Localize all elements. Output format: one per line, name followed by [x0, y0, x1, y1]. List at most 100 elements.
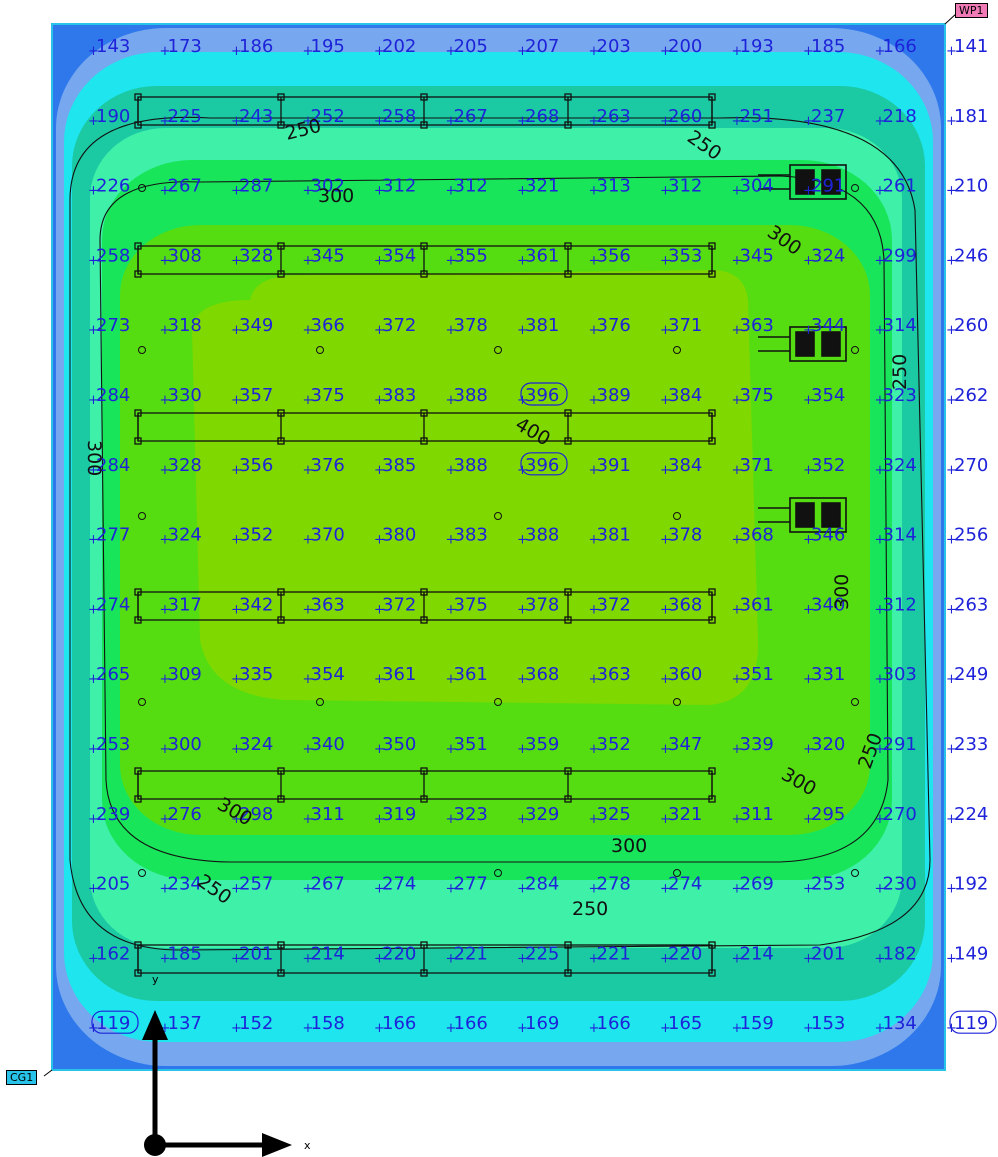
illuminance-value: 134 [883, 1013, 917, 1034]
grid-plus-mark: + [374, 44, 385, 59]
grid-plus-mark: + [589, 114, 600, 129]
calc-point-circle [673, 512, 681, 520]
luminaire-node [277, 616, 285, 624]
contour-label: 300 [318, 185, 354, 207]
y-axis-label: y [152, 973, 159, 986]
illuminance-value: 166 [883, 36, 917, 57]
illuminance-value: 381 [525, 315, 559, 336]
luminaire-node [134, 616, 142, 624]
illuminance-value: 368 [525, 664, 559, 685]
grid-plus-mark: + [231, 742, 242, 757]
illuminance-value: 233 [954, 734, 988, 755]
grid-plus-mark: + [303, 533, 314, 548]
illuminance-value: 354 [311, 664, 345, 685]
grid-plus-mark: + [732, 602, 743, 617]
illuminance-value: 224 [954, 804, 988, 825]
illuminance-value: 143 [96, 36, 130, 57]
grid-plus-mark: + [803, 742, 814, 757]
calc-point-circle [494, 346, 502, 354]
illuminance-value: 328 [168, 455, 202, 476]
grid-plus-mark: + [231, 602, 242, 617]
grid-plus-mark: + [732, 44, 743, 59]
grid-plus-mark: + [589, 323, 600, 338]
grid-plus-mark: + [374, 742, 385, 757]
luminaire-node [708, 93, 716, 101]
illuminance-value: 321 [668, 804, 702, 825]
luminaire-node [708, 767, 716, 775]
grid-plus-mark: + [374, 602, 385, 617]
grid-plus-mark: + [875, 602, 886, 617]
grid-plus-mark: + [589, 672, 600, 687]
grid-plus-mark: + [88, 44, 99, 59]
luminaire-node [420, 969, 428, 977]
illuminance-value: 214 [311, 943, 345, 964]
illuminance-value: 270 [883, 804, 917, 825]
illuminance-value: 340 [811, 594, 845, 615]
illuminance-value: 190 [96, 106, 130, 127]
grid-plus-mark: + [160, 602, 171, 617]
illuminance-value: 345 [740, 245, 774, 266]
grid-plus-mark: + [303, 393, 314, 408]
illuminance-value: 312 [454, 176, 488, 197]
luminaire-node [420, 795, 428, 803]
illuminance-value: 182 [883, 943, 917, 964]
grid-plus-mark: + [732, 672, 743, 687]
grid-plus-mark: + [374, 393, 385, 408]
illuminance-value: 141 [954, 36, 988, 57]
grid-plus-mark: + [589, 882, 600, 897]
luminaire-node [277, 437, 285, 445]
grid-plus-mark: + [946, 672, 957, 687]
luminaire-node [420, 588, 428, 596]
grid-plus-mark: + [231, 44, 242, 59]
illuminance-value: 356 [597, 245, 631, 266]
illuminance-value: 153 [811, 1013, 845, 1034]
grid-plus-mark: + [517, 323, 528, 338]
calc-point-circles [138, 184, 859, 877]
contour-label: 300 [831, 574, 853, 610]
cg1-marker: CG1 [6, 1070, 38, 1085]
illuminance-value: 298 [239, 804, 273, 825]
illuminance-value: 396 [525, 455, 559, 476]
grid-plus-mark: + [446, 114, 457, 129]
illuminance-value: 192 [954, 874, 988, 895]
grid-plus-mark: + [875, 1021, 886, 1036]
grid-plus-mark: + [589, 812, 600, 827]
grid-plus-mark: + [660, 44, 671, 59]
contour-label: 250 [889, 354, 911, 390]
grid-plus-mark: + [660, 1021, 671, 1036]
illuminance-value: 353 [668, 245, 702, 266]
grid-plus-mark: + [88, 393, 99, 408]
illuminance-value: 207 [525, 36, 559, 57]
grid-plus-mark: + [660, 951, 671, 966]
grid-plus-mark: + [446, 393, 457, 408]
illuminance-value: 299 [883, 245, 917, 266]
grid-plus-mark: + [160, 1021, 171, 1036]
illuminance-value: 396 [525, 385, 559, 406]
grid-plus-mark: + [160, 323, 171, 338]
illuminance-value: 309 [168, 664, 202, 685]
grid-plus-mark: + [446, 951, 457, 966]
grid-plus-mark: + [446, 463, 457, 478]
grid-plus-mark: + [946, 742, 957, 757]
illuminance-value: 317 [168, 594, 202, 615]
luminaire-node [420, 941, 428, 949]
grid-plus-mark: + [946, 393, 957, 408]
contour-label: 300 [611, 835, 647, 857]
grid-plus-mark: + [517, 812, 528, 827]
grid-plus-mark: + [231, 463, 242, 478]
grid-plus-mark: + [446, 812, 457, 827]
grid-plus-mark: + [160, 812, 171, 827]
grid-plus-mark: + [732, 184, 743, 199]
illuminance-value: 284 [525, 874, 559, 895]
extreme-value-ring [520, 382, 568, 406]
luminaire-node [277, 767, 285, 775]
illuminance-value: 363 [597, 664, 631, 685]
illuminance-value: 205 [96, 874, 130, 895]
contour-300 [99, 175, 889, 863]
illuminance-value: 388 [454, 455, 488, 476]
grid-plus-mark: + [803, 253, 814, 268]
illuminance-value: 166 [454, 1013, 488, 1034]
luminaire-node [564, 588, 572, 596]
illuminance-value: 278 [597, 874, 631, 895]
grid-plus-mark: + [88, 882, 99, 897]
